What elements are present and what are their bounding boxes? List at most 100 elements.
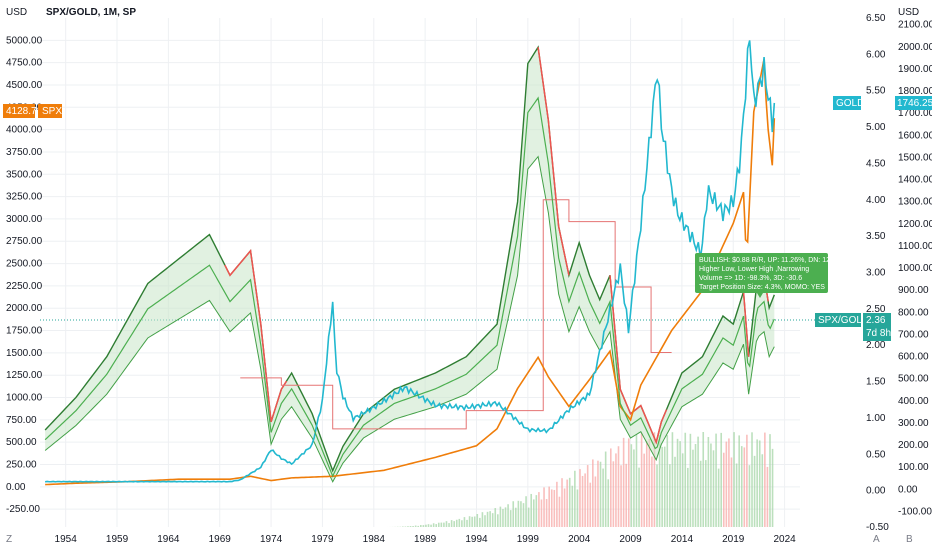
volume-bar [491,513,494,527]
volume-bar [725,441,728,527]
mid-axis[interactable]: 6.50 6.00 5.50 5.00 4.50 4.00 3.50 3.00 2.50 2.00… [866,13,889,533]
volume-bar [507,504,509,527]
right-tick-label: 700.00 [898,329,929,340]
volume-bar [604,451,607,527]
volume-bar [722,452,725,527]
volume-bar [579,469,581,527]
auto-scale-button[interactable]: A [873,534,880,545]
right-tick-label: 1100.00 [898,241,932,252]
volume-bar [674,456,676,527]
volume-bar [671,432,674,527]
volume-bar [625,463,628,527]
volume-bar [633,449,635,527]
x-tick-label: 1959 [106,534,129,545]
mid-tick-label: 3.00 [866,268,886,279]
volume-bar [558,496,561,527]
right-tick-label: 400.00 [898,396,929,407]
scale-b-button[interactable]: B [906,534,913,545]
volume-bar [530,493,533,527]
volume-bar [764,432,766,527]
x-axis[interactable]: 1954 1959 1964 1969 1974 1979 1984 1989 1994 1999… [55,534,797,545]
right-tick-label: 800.00 [898,307,929,318]
ratio-band-lower [44,155,775,483]
volume-bar [622,437,625,527]
series-line-spx [45,58,776,486]
bearish-band-segment [224,249,288,423]
volume-bar [602,468,604,527]
volume-bar [430,524,432,527]
volume-bar [699,460,702,527]
volume-bar [584,473,586,527]
volume-bar [666,435,669,527]
x-tick-label: 2014 [671,534,694,545]
volume-bar [450,520,453,527]
right-tick-label: 1900.00 [898,64,932,75]
timezone-button[interactable]: Z [6,534,12,545]
volume-bar [486,511,489,527]
mid-tick-label: 5.00 [866,122,886,133]
left-tick-label: 4000.00 [6,125,43,136]
x-tick-label: 1964 [157,534,180,545]
volume-bar [658,435,661,527]
volume-bar [561,478,563,527]
x-tick-label: 1989 [414,534,437,545]
volume-bar [663,446,666,527]
signal-annotation[interactable]: BULLISH: $0.88 R/R, UP: 11.26%, DN: 12.8… [695,253,846,298]
x-tick-label: 1979 [311,534,334,545]
mid-tick-label: 4.00 [866,195,886,206]
svg-text:7d 8h: 7d 8h [866,328,891,339]
volume-bar [702,432,705,527]
volume-bar [525,496,527,527]
mid-tick-label: 0.00 [866,486,886,497]
volume-bar [586,465,589,527]
volume-bar [527,507,530,527]
volume-bar [766,466,769,527]
volume-bar [497,514,499,527]
volume-bar [402,526,404,527]
right-axis[interactable]: 2100.00 2000.00 1900.00 1800.00 1700.00 1600.… [898,20,932,518]
left-tick-label: 1250.00 [6,370,43,381]
volume-bar [597,460,599,527]
volume-bar [548,486,550,527]
volume-bar [769,434,771,527]
volume-bar [707,436,710,527]
x-tick-label: 2024 [773,534,796,545]
volume-bar [612,461,615,527]
volume-bar [635,433,638,527]
ratio-band [45,47,775,482]
left-tick-label: 2750.00 [6,236,43,247]
volume-bar [758,440,761,527]
volume-bar [517,500,520,527]
volume-bar [571,485,574,527]
left-tick-label: 1750.00 [6,326,43,337]
left-tick-label: 5000.00 [6,35,43,46]
volume-bar [407,526,409,527]
left-tick-label: 0.00 [6,482,26,493]
volume-bar [669,464,671,527]
volume-bar [422,525,425,527]
right-tick-label: 1800.00 [898,86,932,97]
volume-bar [717,468,720,527]
series-line-gold [44,40,776,483]
volume-bar [556,481,558,527]
volume-bar [689,433,692,527]
volume-bar [432,523,435,527]
volume-bar [440,522,443,527]
right-tick-label: 1200.00 [898,219,932,230]
volume-bar [466,519,468,527]
volume-bar [412,526,414,527]
volume-bar [566,479,568,527]
mid-tick-label: 1.50 [866,377,886,388]
volume-bar [738,435,740,527]
volume-bar [728,438,730,527]
right-tick-label: 600.00 [898,352,929,363]
volume-bar [746,434,748,527]
annotation-line-3: Volume => 1D: -98.3%, 3D: -30.6 [699,275,802,282]
volume-bar [538,492,540,527]
right-tick-label: 2100.00 [898,20,932,31]
left-tick-label: 1000.00 [6,393,43,404]
right-tick-label: 1300.00 [898,197,932,208]
left-tick-label: 3000.00 [6,214,43,225]
gold-price-tag: GOLD 1746.25 [833,96,932,110]
